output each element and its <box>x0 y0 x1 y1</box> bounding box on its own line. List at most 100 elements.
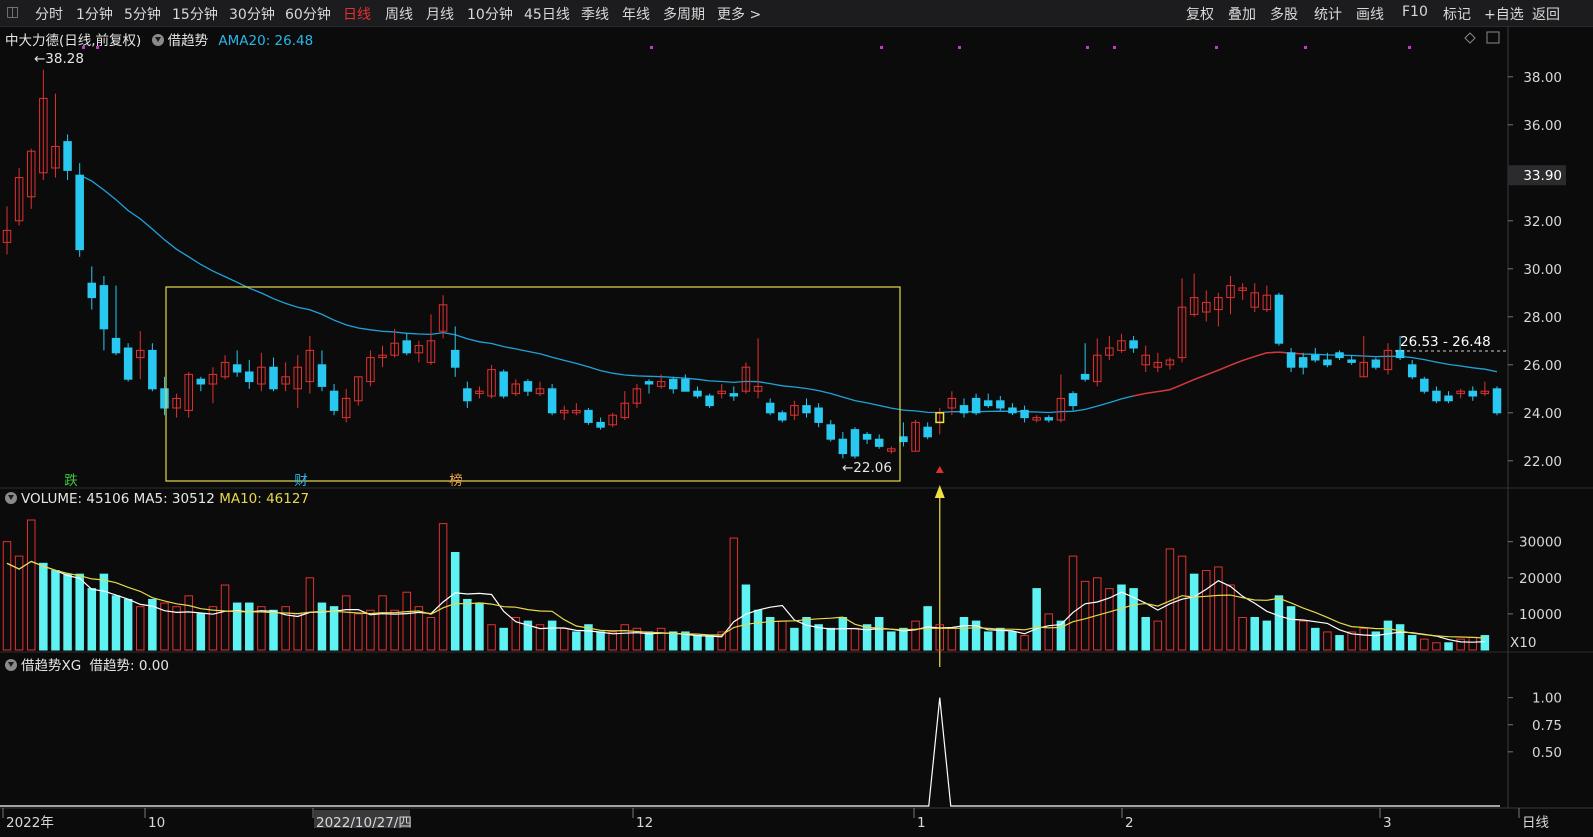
volume-label: VOLUME: 45106 <box>21 491 130 507</box>
candle <box>87 282 97 299</box>
volume-bar <box>172 606 181 651</box>
volume-bar <box>366 609 375 651</box>
candle <box>887 448 896 452</box>
candle <box>172 397 181 409</box>
volume-ma10-line <box>6 560 1485 639</box>
candle <box>814 407 823 423</box>
candle <box>1468 390 1478 397</box>
candle <box>160 388 169 409</box>
volume-bar <box>281 606 290 651</box>
tab-function-5[interactable]: F10 <box>1402 4 1428 20</box>
collapse-icon[interactable] <box>151 34 164 46</box>
signal-spike-line <box>0 697 1500 807</box>
candle <box>1323 359 1332 366</box>
collapse-icon[interactable] <box>5 659 17 671</box>
candle <box>547 388 557 414</box>
volume-bar <box>475 602 484 651</box>
tab-period-3[interactable]: 15分钟 <box>172 7 218 23</box>
volume-bar <box>826 627 835 651</box>
tab-period-1[interactable]: 1分钟 <box>76 7 113 23</box>
collapse-icon[interactable] <box>5 492 17 504</box>
volume-bar <box>959 617 969 651</box>
tab-period-11[interactable]: 季线 <box>581 7 609 23</box>
volume-bar <box>438 523 448 651</box>
tab-period-12[interactable]: 年线 <box>622 7 650 23</box>
current-price-label: 33.90 <box>1523 168 1562 184</box>
volume-bar <box>1226 584 1235 651</box>
volume-bar <box>196 613 206 651</box>
volume-bar <box>123 598 133 651</box>
volume-bar <box>971 620 981 651</box>
candle <box>850 429 860 457</box>
y-tick-label: 22.00 <box>1523 454 1562 470</box>
volume-bar <box>523 620 533 651</box>
volume-bar <box>1092 577 1102 651</box>
volume-bar <box>293 613 302 651</box>
candle <box>911 421 920 452</box>
tab-function-0[interactable]: 复权 <box>1186 7 1214 23</box>
candle <box>184 373 193 411</box>
date-cursor-tag <box>314 810 410 828</box>
tab-function-3[interactable]: 统计 <box>1314 7 1342 23</box>
tab-period-14[interactable]: 更多 > <box>717 7 762 23</box>
candle <box>874 438 884 447</box>
candle <box>959 405 969 414</box>
tab-function-8[interactable]: 返回 <box>1532 7 1560 23</box>
volume-bar <box>245 602 254 651</box>
window-icon <box>1486 31 1500 44</box>
volume-bar <box>329 606 339 651</box>
tab-function-4[interactable]: 画线 <box>1356 7 1384 23</box>
tab-function-1[interactable]: 叠加 <box>1228 7 1256 23</box>
tab-period-2[interactable]: 5分钟 <box>124 7 161 23</box>
diamond-icon <box>1464 32 1476 44</box>
candle <box>426 340 436 363</box>
candle <box>1153 361 1163 368</box>
volume-bar <box>705 635 714 651</box>
tab-function-7[interactable]: +自选 <box>1484 7 1524 23</box>
tab-period-4[interactable]: 30分钟 <box>229 7 275 23</box>
candle <box>1383 349 1393 371</box>
tab-period-0[interactable]: 分时 <box>35 7 63 23</box>
sub-tick-label: 0.50 <box>1532 745 1562 761</box>
tab-period-5[interactable]: 60分钟 <box>285 7 331 23</box>
tab-period-6[interactable]: 日线 <box>343 7 371 23</box>
volume-bar <box>135 606 145 651</box>
volume-bar <box>1238 617 1247 651</box>
volume-bar <box>1335 635 1344 651</box>
tab-period-13[interactable]: 多周期 <box>663 7 705 23</box>
volume-bar <box>1250 617 1259 651</box>
tab-period-7[interactable]: 周线 <box>385 7 413 23</box>
volume-bar <box>1480 635 1490 651</box>
volume-bar <box>1141 617 1150 651</box>
volume-bar <box>996 627 1005 651</box>
volume-bar <box>208 606 218 651</box>
candle <box>1335 352 1344 359</box>
indicator-name[interactable]: 借趋势 <box>167 33 209 49</box>
candle <box>1395 349 1405 359</box>
candle <box>245 371 254 383</box>
tab-period-10[interactable]: 45日线 <box>524 7 570 23</box>
volume-bar <box>790 627 799 651</box>
volume-bar <box>499 627 508 651</box>
candle <box>1492 388 1502 414</box>
candle <box>947 397 957 409</box>
tab-period-8[interactable]: 月线 <box>426 7 454 23</box>
tab-function-2[interactable]: 多股 <box>1270 7 1298 23</box>
tab-function-6[interactable]: 标记 <box>1443 7 1471 23</box>
volume-tick-label: 30000 <box>1519 535 1562 551</box>
tab-period-9[interactable]: 10分钟 <box>467 7 513 23</box>
sub-indicator-name[interactable]: 借趋势XG <box>21 658 82 674</box>
volume-bar <box>487 624 496 651</box>
signal-dot <box>96 46 99 49</box>
x-tick-label: 2022/10/27/四 <box>316 815 412 831</box>
volume-bar <box>899 627 908 651</box>
volume-bar <box>947 627 957 651</box>
event-marker: 财 <box>294 473 308 489</box>
volume-bar <box>184 595 193 651</box>
layout-icon[interactable]: ◫ <box>6 4 20 20</box>
candle <box>1105 347 1114 356</box>
candle <box>26 150 36 198</box>
volume-bar <box>232 602 242 651</box>
candle <box>632 388 642 404</box>
